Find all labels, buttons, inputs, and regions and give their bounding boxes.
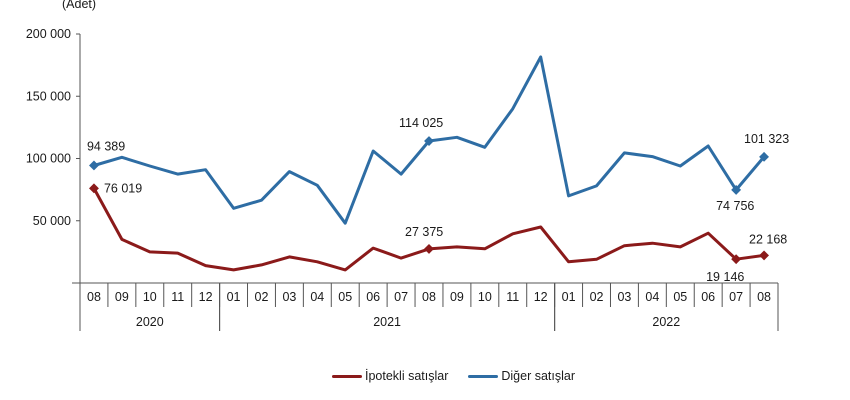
x-tick-label: 08 — [87, 290, 101, 304]
legend-swatch-diger — [468, 374, 499, 378]
data-labels: 76 019 27 375 19 146 22 168 94 389 114 025 74 … — [87, 116, 789, 284]
x-tick-label: 09 — [115, 290, 129, 304]
x-tick-label: 01 — [227, 290, 241, 304]
x-tick-label: 12 — [534, 290, 548, 304]
data-label: 22 168 — [749, 232, 787, 246]
x-tick-label: 03 — [282, 290, 296, 304]
y-tick-label: 200 000 — [26, 27, 71, 41]
y-tick-label: 150 000 — [26, 89, 71, 103]
data-point-marker — [424, 243, 434, 254]
x-year-label: 2021 — [373, 315, 401, 329]
data-point-marker — [731, 184, 742, 195]
x-tick-label: 05 — [673, 290, 687, 304]
data-label: 114 025 — [399, 116, 443, 130]
y-axis-unit-label: (Adet) — [62, 0, 96, 11]
data-point-marker — [759, 250, 769, 261]
x-tick-label: 07 — [394, 290, 408, 304]
data-label: 101 323 — [744, 132, 789, 146]
data-label: 74 756 — [716, 199, 754, 213]
x-tick-label: 10 — [143, 290, 157, 304]
x-tick-label: 09 — [450, 290, 464, 304]
x-tick-label: 01 — [562, 290, 576, 304]
legend-item-diger: Diğer satışlar — [468, 369, 575, 383]
legend: İpotekli satışlar Diğer satışlar — [332, 369, 595, 383]
data-label: 19 146 — [706, 270, 744, 284]
data-point-marker — [89, 160, 99, 171]
y-axis: 50 000 100 000 150 000 200 000 — [26, 27, 81, 283]
x-tick-label: 02 — [590, 290, 604, 304]
x-tick-label: 11 — [171, 290, 184, 304]
x-tick-label: 03 — [617, 290, 631, 304]
x-tick-label: 07 — [729, 290, 743, 304]
x-year-label: 2022 — [652, 315, 680, 329]
legend-swatch-ipotekli — [332, 374, 362, 378]
x-year-label: 2020 — [136, 315, 164, 329]
data-point-marker — [424, 136, 434, 146]
data-point-marker — [759, 151, 769, 162]
x-tick-label: 04 — [310, 290, 324, 304]
x-tick-label: 04 — [645, 290, 659, 304]
data-label: 76 019 — [104, 181, 142, 195]
x-tick-label: 08 — [422, 290, 436, 304]
legend-label-ipotekli: İpotekli satışlar — [365, 369, 449, 383]
x-tick-label: 10 — [478, 290, 492, 304]
legend-item-ipotekli: İpotekli satışlar — [332, 369, 448, 383]
legend-label-diger: Diğer satışlar — [501, 369, 576, 383]
y-tick-label: 100 000 — [26, 152, 71, 166]
x-tick-label: 06 — [701, 290, 715, 304]
data-label: 27 375 — [405, 225, 443, 239]
x-tick-label: 02 — [255, 290, 269, 304]
y-tick-label: 50 000 — [33, 214, 71, 228]
x-tick-label: 11 — [506, 290, 519, 304]
x-axis: 08 09 10 11 12 01 02 03 04 05 06 07 08 09 10 11 12 01 02 03… — [72, 282, 779, 331]
data-label: 94 389 — [87, 139, 125, 153]
x-tick-label: 12 — [199, 290, 213, 304]
x-tick-label: 06 — [366, 290, 380, 304]
data-point-marker — [89, 183, 99, 194]
series-layer — [89, 55, 769, 272]
x-tick-label: 05 — [338, 290, 352, 304]
x-tick-label: 08 — [757, 290, 771, 304]
